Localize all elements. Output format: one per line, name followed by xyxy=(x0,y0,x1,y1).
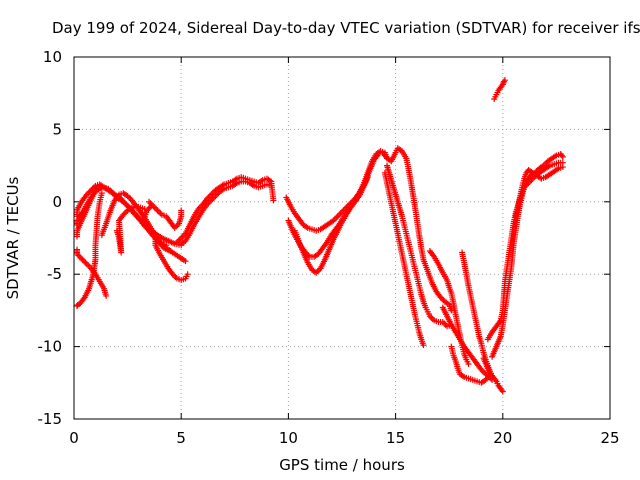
data-point xyxy=(213,191,220,198)
series-arc9 xyxy=(146,198,185,231)
x-tick-label: 15 xyxy=(386,429,405,447)
data-points xyxy=(74,77,566,395)
y-tick-label: 0 xyxy=(52,193,62,211)
data-point xyxy=(206,198,213,205)
data-point xyxy=(314,268,321,275)
data-point xyxy=(83,261,90,268)
plot-frame xyxy=(73,56,611,420)
x-axis-label: GPS time / hours xyxy=(279,456,405,474)
series-arc15 xyxy=(379,145,455,314)
y-axis-label: SDTVAR / TECUs xyxy=(4,176,22,299)
series-arc20 xyxy=(439,304,496,383)
series-arc14 xyxy=(291,174,371,276)
series-arc11 xyxy=(178,178,275,247)
data-point xyxy=(270,197,277,204)
chart-title: Day 199 of 2024, Sidereal Day-to-day VTE… xyxy=(52,19,640,37)
data-point xyxy=(375,151,382,158)
series-arc21 xyxy=(448,343,493,386)
data-point xyxy=(501,77,508,84)
data-point xyxy=(499,388,506,395)
y-tick-label: -15 xyxy=(38,410,63,428)
data-point xyxy=(79,256,86,263)
x-tick-label: 25 xyxy=(600,429,619,447)
y-tick-label: 10 xyxy=(43,48,62,66)
data-point xyxy=(209,190,216,197)
data-point xyxy=(420,342,427,349)
series-arc24 xyxy=(512,164,566,220)
x-tick-labels: 0 5 10 15 20 25 xyxy=(69,429,619,447)
series-arc16 xyxy=(384,162,455,330)
data-point xyxy=(82,259,89,266)
data-point xyxy=(480,355,487,362)
x-tick-label: 10 xyxy=(279,429,298,447)
y-tick-label: -5 xyxy=(47,265,62,283)
series-arc3 xyxy=(74,182,108,240)
data-point xyxy=(211,194,218,201)
y-tick-label: 5 xyxy=(52,120,62,138)
series-arc7 xyxy=(113,203,148,256)
data-point xyxy=(334,213,341,220)
x-tick-label: 0 xyxy=(69,429,79,447)
data-point xyxy=(178,207,185,214)
x-tick-label: 20 xyxy=(493,429,512,447)
data-point xyxy=(336,211,343,218)
series-arc17 xyxy=(381,169,427,349)
data-point xyxy=(182,258,189,265)
series-arc8 xyxy=(139,203,191,283)
data-point xyxy=(75,252,82,259)
x-tick-label: 5 xyxy=(176,429,186,447)
data-point xyxy=(78,255,85,262)
data-point xyxy=(364,174,371,181)
data-point xyxy=(559,164,566,171)
data-point xyxy=(333,214,340,221)
y-tick-labels: -15 -10 -5 0 5 10 xyxy=(38,48,63,428)
data-point xyxy=(268,182,275,189)
data-point xyxy=(208,191,215,198)
data-point xyxy=(178,235,185,241)
data-point xyxy=(206,193,213,200)
data-point xyxy=(151,204,158,211)
series-arc25 xyxy=(491,77,508,102)
data-point xyxy=(85,262,92,269)
data-point xyxy=(154,207,161,214)
y-tick-label: -10 xyxy=(38,338,63,356)
data-point xyxy=(209,195,216,202)
data-point xyxy=(559,153,566,160)
data-point xyxy=(167,248,174,255)
data-point xyxy=(212,193,219,200)
data-point xyxy=(103,292,110,299)
data-point xyxy=(184,271,191,278)
data-point xyxy=(486,372,493,379)
data-point xyxy=(147,200,154,207)
data-point xyxy=(208,197,215,204)
series-arc5 xyxy=(74,190,105,310)
data-point xyxy=(101,184,108,191)
data-point xyxy=(465,360,472,367)
data-point xyxy=(98,190,105,197)
data-point xyxy=(558,152,565,159)
data-point xyxy=(81,258,88,265)
data-point xyxy=(153,206,160,213)
data-point xyxy=(156,208,163,215)
series-arc23 xyxy=(489,151,566,360)
